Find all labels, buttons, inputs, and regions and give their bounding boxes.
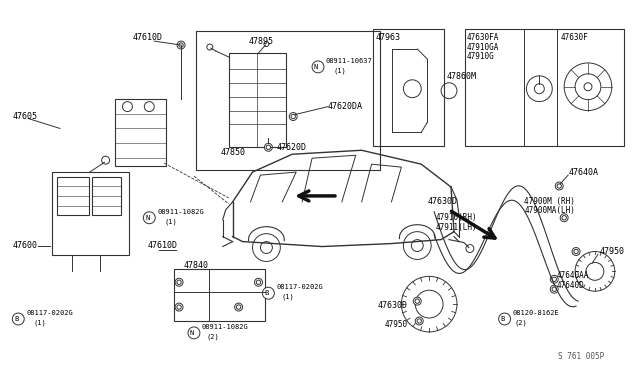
Text: 08120-8162E: 08120-8162E — [513, 310, 559, 316]
Text: 47950: 47950 — [600, 247, 625, 256]
Text: B: B — [14, 316, 19, 322]
Text: 47610D: 47610D — [132, 33, 163, 42]
Text: 47630F: 47630F — [560, 33, 588, 42]
Text: (1): (1) — [33, 320, 46, 326]
Circle shape — [235, 303, 243, 311]
Text: (1): (1) — [164, 218, 177, 225]
Circle shape — [175, 303, 183, 311]
Circle shape — [415, 317, 423, 325]
Text: 08911-1082G: 08911-1082G — [157, 209, 204, 215]
Text: 47911(LH): 47911(LH) — [435, 223, 477, 232]
Circle shape — [102, 156, 109, 164]
Text: S 761 005P: S 761 005P — [558, 352, 604, 361]
Bar — [372, 29, 444, 146]
Text: 47910GA: 47910GA — [467, 42, 499, 52]
Circle shape — [289, 113, 297, 121]
Circle shape — [413, 297, 421, 305]
Text: 47630D: 47630D — [427, 198, 457, 206]
Bar — [174, 269, 266, 321]
Bar — [115, 99, 166, 166]
Circle shape — [572, 247, 580, 256]
Text: 47910G: 47910G — [467, 52, 495, 61]
Circle shape — [255, 278, 262, 286]
Circle shape — [550, 285, 558, 293]
Text: 08117-0202G: 08117-0202G — [276, 284, 323, 290]
Text: 47640D: 47640D — [556, 281, 584, 290]
Text: N: N — [314, 64, 318, 70]
Circle shape — [175, 278, 183, 286]
Circle shape — [207, 44, 213, 50]
Text: 47620D: 47620D — [276, 143, 307, 152]
Text: B: B — [500, 316, 505, 322]
Text: 47640AA: 47640AA — [556, 271, 589, 280]
Circle shape — [188, 327, 200, 339]
Text: 47900M (RH): 47900M (RH) — [524, 198, 575, 206]
Text: 47600: 47600 — [12, 241, 37, 250]
Circle shape — [264, 42, 269, 46]
Text: (1): (1) — [334, 68, 347, 74]
Text: 08911-10637: 08911-10637 — [326, 58, 372, 64]
Circle shape — [560, 214, 568, 222]
Text: 47950: 47950 — [385, 320, 408, 330]
Circle shape — [550, 275, 558, 283]
Bar — [465, 29, 624, 146]
Text: 47605: 47605 — [12, 112, 37, 121]
Circle shape — [264, 143, 273, 151]
Text: 08117-0202G: 08117-0202G — [26, 310, 73, 316]
Bar — [92, 177, 122, 215]
Text: 47850: 47850 — [221, 148, 246, 157]
Text: 08911-1082G: 08911-1082G — [202, 324, 248, 330]
Text: 47630D: 47630D — [378, 301, 408, 310]
Text: 47630FA: 47630FA — [467, 33, 499, 42]
Text: (2): (2) — [515, 320, 527, 326]
Text: 47640A: 47640A — [568, 168, 598, 177]
Text: 47860M: 47860M — [447, 72, 477, 81]
Text: B: B — [264, 290, 269, 296]
Text: N: N — [190, 330, 194, 336]
Text: 47610D: 47610D — [147, 241, 177, 250]
Bar — [196, 31, 380, 170]
Circle shape — [177, 41, 185, 49]
Text: (1): (1) — [282, 294, 294, 301]
Text: 47910(RH): 47910(RH) — [435, 213, 477, 222]
Text: 47900MA(LH): 47900MA(LH) — [524, 206, 575, 215]
Bar — [228, 53, 286, 147]
Text: (2): (2) — [207, 334, 220, 340]
Circle shape — [12, 313, 24, 325]
Text: 47895: 47895 — [248, 36, 273, 46]
Text: 47963: 47963 — [376, 33, 401, 42]
Bar — [52, 172, 129, 256]
Circle shape — [143, 212, 156, 224]
Circle shape — [312, 61, 324, 73]
Circle shape — [499, 313, 511, 325]
Bar — [57, 177, 89, 215]
Circle shape — [262, 287, 275, 299]
Text: N: N — [145, 215, 149, 221]
Text: 47840: 47840 — [184, 261, 209, 270]
Text: 47620DA: 47620DA — [328, 102, 363, 111]
Circle shape — [556, 182, 563, 190]
